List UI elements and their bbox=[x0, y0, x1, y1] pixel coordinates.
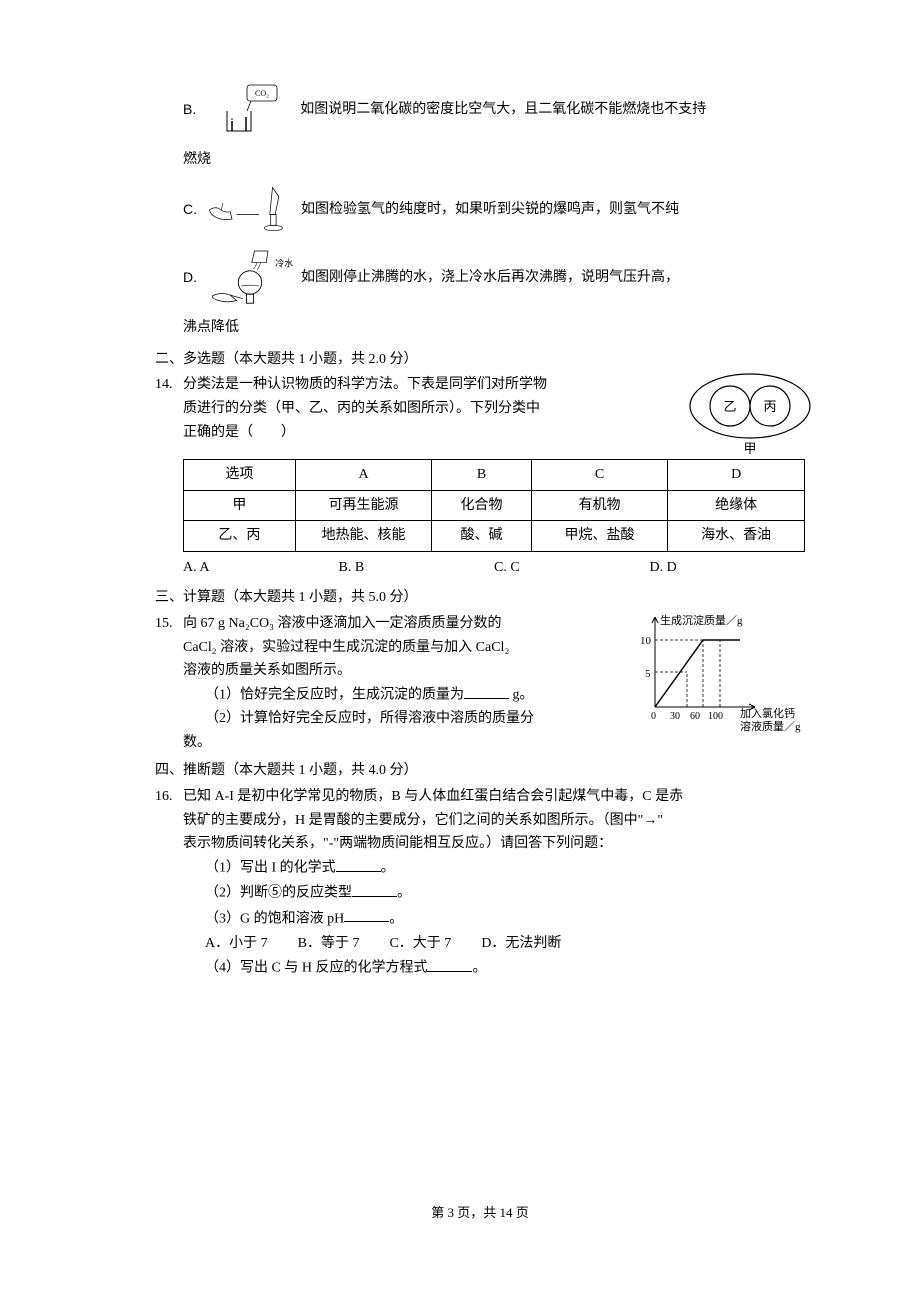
q16-sub3: （3）G 的饱和溶液 pH 。 bbox=[205, 907, 805, 931]
q14-opt-d[interactable]: D. D bbox=[650, 556, 806, 580]
option-b-cont: 燃烧 bbox=[183, 148, 805, 172]
q16-sub1: （1）写出 I 的化学式 。 bbox=[205, 856, 805, 880]
q16-sub2a: （2）判断⑤的反应类型 bbox=[205, 886, 352, 901]
th-1: A bbox=[295, 459, 432, 490]
option-c-figure bbox=[205, 180, 295, 240]
q16-sub4: （4）写出 C 与 H 反应的化学方程式 。 bbox=[205, 956, 805, 980]
blank[interactable] bbox=[336, 856, 381, 871]
blank[interactable] bbox=[427, 956, 472, 971]
x-tick-30: 30 bbox=[670, 711, 680, 722]
q16-sub2b: 。 bbox=[397, 886, 411, 901]
r1c0: 甲 bbox=[184, 490, 296, 521]
venn-bing: 丙 bbox=[763, 399, 776, 414]
r1c2: 化合物 bbox=[432, 490, 531, 521]
blank[interactable] bbox=[352, 881, 397, 896]
r1c3: 有机物 bbox=[531, 490, 668, 521]
r2c3: 甲烷、盐酸 bbox=[531, 521, 668, 552]
r2c4: 海水、香油 bbox=[668, 521, 805, 552]
blank[interactable] bbox=[344, 907, 389, 922]
q16-line3: 表示物质间转化关系，"-"两端物质间能相互反应。）请回答下列问题： bbox=[183, 832, 805, 856]
q15-sub1a: （1）恰好完全反应时，生成沉淀的质量为 bbox=[205, 688, 464, 703]
option-d-cont: 沸点降低 bbox=[183, 316, 805, 340]
r1c4: 绝缘体 bbox=[668, 490, 805, 521]
q14-opt-b[interactable]: B. B bbox=[339, 556, 495, 580]
section-3-header: 三、计算题（本大题共 1 小题，共 5.0 分） bbox=[155, 586, 805, 610]
r2c2: 酸、碱 bbox=[432, 521, 531, 552]
x-tick-60: 60 bbox=[690, 711, 700, 722]
r2c1: 地热能、核能 bbox=[295, 521, 432, 552]
q16-sub4a: （4）写出 C 与 H 反应的化学方程式 bbox=[205, 961, 427, 976]
q14-opt-a[interactable]: A. A bbox=[183, 556, 339, 580]
page-footer: 第 3 页，共 14 页 bbox=[155, 1202, 805, 1224]
y-tick-10: 10 bbox=[640, 635, 652, 647]
q16-opt-d[interactable]: D．无法判断 bbox=[481, 932, 561, 956]
q15-number: 15. bbox=[155, 612, 183, 636]
venn-jia: 甲 bbox=[743, 441, 756, 456]
r1c1: 可再生能源 bbox=[295, 490, 432, 521]
q14-table: 选项 A B C D 甲 可再生能源 化合物 有机物 绝缘体 乙、丙 地热能、核… bbox=[183, 459, 805, 552]
q16-options: A．小于 7 B．等于 7 C．大于 7 D．无法判断 bbox=[205, 932, 805, 956]
th-2: B bbox=[432, 459, 531, 490]
option-c-text: 如图检验氢气的纯度时，如果听到尖锐的爆鸣声，则氢气不纯 bbox=[301, 198, 805, 222]
option-d-text: 如图刚停止沸腾的水，浇上冷水后再次沸腾，说明气压升高， bbox=[301, 266, 805, 290]
option-b-row: B. CO₂ 如图说明二氧化碳的密度比空气大，且二氧化碳不能燃烧也不支持 bbox=[183, 80, 805, 140]
q16-sub1a: （1）写出 I 的化学式 bbox=[205, 861, 336, 876]
q14-opt-c[interactable]: C. C bbox=[494, 556, 650, 580]
y-axis-label: 生成沉淀质量／g bbox=[660, 613, 743, 627]
q14-options: A. A B. B C. C D. D bbox=[183, 556, 805, 580]
q16-opt-a[interactable]: A．小于 7 bbox=[205, 932, 268, 956]
option-c-label: C. bbox=[183, 198, 197, 222]
question-16: 16. 已知 A-I 是初中化学常见的物质，B 与人体血红蛋白结合会引起煤气中毒… bbox=[155, 785, 805, 982]
table-header-row: 选项 A B C D bbox=[184, 459, 805, 490]
venn-yi: 乙 bbox=[723, 399, 736, 414]
section-4-header: 四、推断题（本大题共 1 小题，共 4.0 分） bbox=[155, 759, 805, 783]
option-b-text: 如图说明二氧化碳的密度比空气大，且二氧化碳不能燃烧也不支持 bbox=[300, 98, 805, 122]
q16-sub3b: 。 bbox=[389, 911, 403, 926]
q16-line1: 已知 A-I 是初中化学常见的物质，B 与人体血红蛋白结合会引起煤气中毒，C 是… bbox=[183, 785, 805, 809]
th-4: D bbox=[668, 459, 805, 490]
question-14: 14. 分类法是一种认识物质的科学方法。下表是同学们对所学物 质进行的分类（甲、… bbox=[155, 373, 805, 582]
q16-opt-b[interactable]: B．等于 7 bbox=[298, 932, 360, 956]
venn-diagram: 乙 丙 甲 bbox=[675, 368, 825, 458]
q16-sub2: （2）判断⑤的反应类型 。 bbox=[205, 881, 805, 905]
q16-opt-c[interactable]: C．大于 7 bbox=[389, 932, 451, 956]
cold-water-label: 冷水 bbox=[275, 257, 293, 268]
x-axis-label-2: 溶液质量／g bbox=[740, 719, 801, 733]
q16-line2: 铁矿的主要成分，H 是胃酸的主要成分，它们之间的关系如图所示。（图中"→" bbox=[183, 809, 805, 833]
co2-label: CO₂ bbox=[255, 89, 269, 98]
table-row: 乙、丙 地热能、核能 酸、碱 甲烷、盐酸 海水、香油 bbox=[184, 521, 805, 552]
option-d-figure: 冷水 bbox=[205, 248, 295, 308]
table-row: 甲 可再生能源 化合物 有机物 绝缘体 bbox=[184, 490, 805, 521]
x-axis-label-1: 加入氯化钙 bbox=[740, 706, 795, 720]
q15-sub1b: g。 bbox=[509, 688, 534, 703]
q15-chart: 生成沉淀质量／g 10 5 0 30 60 100 加入氯化钙 溶液质量／g bbox=[630, 612, 825, 742]
option-c-row: C. 如图检验氢气的纯度时，如果听到尖锐的爆鸣声，则氢气不纯 bbox=[183, 180, 805, 240]
option-d-row: D. 冷水 如图刚停止沸腾的水，浇上冷水后再次沸腾，说明气压升高， bbox=[183, 248, 805, 308]
r2c0: 乙、丙 bbox=[184, 521, 296, 552]
y-tick-5: 5 bbox=[645, 668, 651, 680]
th-0: 选项 bbox=[184, 459, 296, 490]
q16-sub1b: 。 bbox=[381, 861, 395, 876]
q16-sub4b: 。 bbox=[472, 961, 486, 976]
option-d-label: D. bbox=[183, 266, 197, 290]
th-3: C bbox=[531, 459, 668, 490]
x-tick-0: 0 bbox=[651, 711, 656, 722]
blank[interactable] bbox=[464, 683, 509, 698]
option-b-label: B. bbox=[183, 98, 196, 122]
q14-number: 14. bbox=[155, 373, 183, 397]
q16-number: 16. bbox=[155, 785, 183, 809]
question-15: 15. 向 67 g Na₂CO₃ 溶液中逐滴加入一定溶质质量分数的 CaCl₂… bbox=[155, 612, 805, 755]
q16-sub3a: （3）G 的饱和溶液 pH bbox=[205, 911, 344, 926]
x-tick-100: 100 bbox=[708, 711, 723, 722]
option-b-figure: CO₂ bbox=[204, 80, 294, 140]
